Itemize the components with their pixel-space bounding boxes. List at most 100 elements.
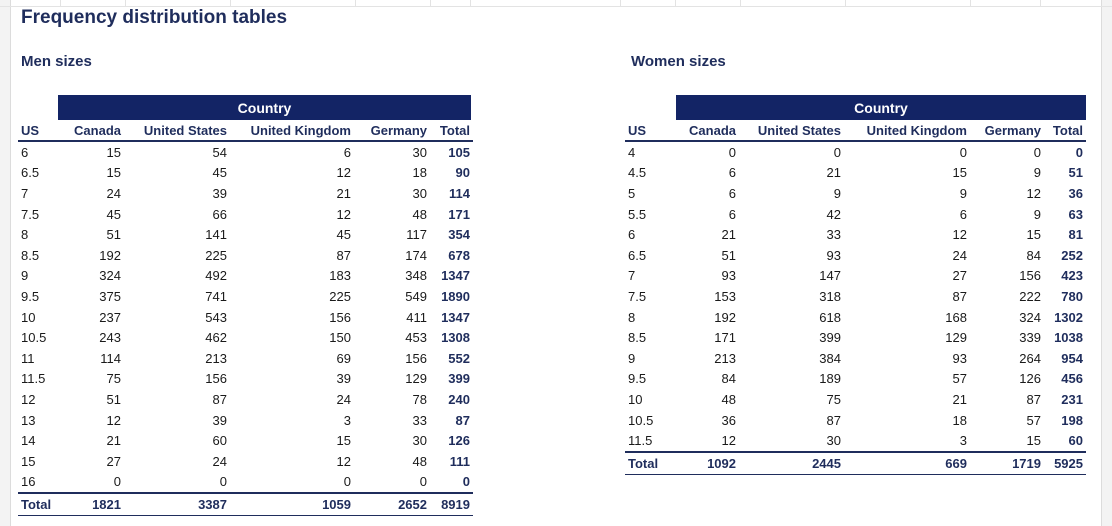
count-cell: 243 bbox=[99, 330, 121, 346]
count-cell: 0 bbox=[728, 144, 736, 160]
row-total-cell: 399 bbox=[448, 371, 470, 387]
table-row: 11.5 75 156 39 129 399 bbox=[18, 369, 473, 390]
men-col-header: United States bbox=[124, 120, 230, 142]
count-cell: 192 bbox=[714, 309, 736, 325]
count-cell: 6 bbox=[343, 144, 351, 160]
count-cell: 12 bbox=[1026, 185, 1041, 201]
row-total-cell: 111 bbox=[449, 453, 470, 469]
table-row: 6 21 33 12 15 81 bbox=[625, 224, 1086, 245]
count-cell: 54 bbox=[212, 144, 227, 160]
table-row: 8 51 141 45 117 354 bbox=[18, 224, 473, 245]
row-total-cell: 51 bbox=[1068, 165, 1083, 181]
table-row: 8.5 171 399 129 339 1038 bbox=[625, 327, 1086, 348]
men-col-header: US bbox=[18, 120, 58, 142]
count-cell: 618 bbox=[819, 309, 841, 325]
column-total-cell: 2445 bbox=[739, 450, 844, 475]
page-title: Frequency distribution tables bbox=[21, 7, 288, 28]
count-cell: 15 bbox=[1026, 227, 1041, 243]
row-total-cell: 552 bbox=[448, 350, 470, 366]
size-cell: 9 bbox=[628, 350, 636, 366]
count-cell: 30 bbox=[826, 433, 841, 449]
count-cell: 0 bbox=[343, 474, 351, 490]
count-cell: 339 bbox=[1019, 330, 1041, 346]
men-header-row: US Canada United States United Kingdom Germa… bbox=[18, 120, 473, 142]
men-col-header: Total bbox=[430, 120, 473, 142]
count-cell: 129 bbox=[405, 371, 427, 387]
count-cell: 30 bbox=[412, 433, 427, 449]
count-cell: 33 bbox=[412, 412, 427, 428]
men-col-header: United Kingdom bbox=[230, 120, 354, 142]
size-cell: 4.5 bbox=[628, 165, 647, 181]
size-cell: 16 bbox=[21, 474, 36, 490]
count-cell: 192 bbox=[99, 247, 121, 263]
size-cell: 5 bbox=[628, 185, 636, 201]
table-row: 14 21 60 15 30 126 bbox=[18, 430, 473, 451]
table-row: 5 6 9 9 12 36 bbox=[625, 183, 1086, 204]
count-cell: 150 bbox=[329, 330, 351, 346]
count-cell: 462 bbox=[205, 330, 227, 346]
row-total-cell: 240 bbox=[448, 391, 470, 407]
count-cell: 27 bbox=[106, 453, 121, 469]
row-total-cell: 90 bbox=[455, 165, 470, 181]
count-cell: 18 bbox=[412, 165, 427, 181]
row-total-cell: 423 bbox=[1061, 268, 1083, 284]
count-cell: 66 bbox=[212, 206, 227, 222]
size-cell: 7.5 bbox=[21, 206, 40, 222]
men-frequency-table: US Canada United States United Kingdom Germa… bbox=[18, 120, 473, 516]
table-row: 15 27 24 12 48 111 bbox=[18, 451, 473, 472]
count-cell: 156 bbox=[1019, 268, 1041, 284]
table-row: 10 237 543 156 411 1347 bbox=[18, 307, 473, 328]
sheet-row-gutter bbox=[0, 0, 11, 526]
count-cell: 213 bbox=[714, 350, 736, 366]
count-cell: 147 bbox=[819, 268, 841, 284]
table-row: 13 12 39 3 33 87 bbox=[18, 410, 473, 431]
row-total-cell: 87 bbox=[455, 412, 470, 428]
count-cell: 87 bbox=[212, 391, 227, 407]
count-cell: 45 bbox=[336, 227, 351, 243]
count-cell: 141 bbox=[205, 227, 227, 243]
count-cell: 3 bbox=[959, 433, 967, 449]
table-row: 10 48 75 21 87 231 bbox=[625, 389, 1086, 410]
count-cell: 153 bbox=[714, 288, 736, 304]
table-row: 5.5 6 42 6 9 63 bbox=[625, 204, 1086, 225]
women-col-header: United Kingdom bbox=[844, 120, 970, 142]
women-header-row: US Canada United States United Kingdom Germa… bbox=[625, 120, 1086, 142]
count-cell: 48 bbox=[721, 391, 736, 407]
size-cell: 6.5 bbox=[21, 165, 40, 181]
row-total-cell: 105 bbox=[448, 144, 470, 160]
count-cell: 174 bbox=[405, 247, 427, 263]
size-cell: 5.5 bbox=[628, 206, 647, 222]
table-row: 7.5 45 66 12 48 171 bbox=[18, 204, 473, 225]
count-cell: 6 bbox=[959, 206, 967, 222]
count-cell: 0 bbox=[1033, 144, 1041, 160]
size-cell: 8 bbox=[628, 309, 636, 325]
table-row: 8.5 192 225 87 174 678 bbox=[18, 245, 473, 266]
count-cell: 0 bbox=[959, 144, 967, 160]
count-cell: 48 bbox=[412, 206, 427, 222]
women-sizes-title: Women sizes bbox=[631, 53, 726, 70]
count-cell: 15 bbox=[106, 144, 121, 160]
count-cell: 453 bbox=[405, 330, 427, 346]
count-cell: 741 bbox=[205, 288, 227, 304]
column-total-cell: 1719 bbox=[970, 450, 1044, 475]
count-cell: 126 bbox=[1019, 371, 1041, 387]
size-cell: 12 bbox=[21, 391, 36, 407]
count-cell: 264 bbox=[1019, 350, 1041, 366]
size-cell: 7 bbox=[21, 185, 29, 201]
row-total-cell: 954 bbox=[1061, 350, 1083, 366]
count-cell: 39 bbox=[212, 185, 227, 201]
column-total-cell: 2652 bbox=[354, 492, 430, 516]
count-cell: 51 bbox=[106, 227, 121, 243]
count-cell: 237 bbox=[99, 309, 121, 325]
table-row: 9.5 84 189 57 126 456 bbox=[625, 369, 1086, 390]
row-total-cell: 114 bbox=[449, 185, 470, 201]
table-row: 6.5 15 45 12 18 90 bbox=[18, 163, 473, 184]
row-total-cell: 126 bbox=[448, 433, 470, 449]
count-cell: 21 bbox=[826, 165, 841, 181]
count-cell: 348 bbox=[405, 268, 427, 284]
count-cell: 225 bbox=[329, 288, 351, 304]
size-cell: 9.5 bbox=[628, 371, 647, 387]
size-cell: 8.5 bbox=[21, 247, 40, 263]
count-cell: 0 bbox=[419, 474, 427, 490]
women-col-header: Canada bbox=[676, 120, 739, 142]
